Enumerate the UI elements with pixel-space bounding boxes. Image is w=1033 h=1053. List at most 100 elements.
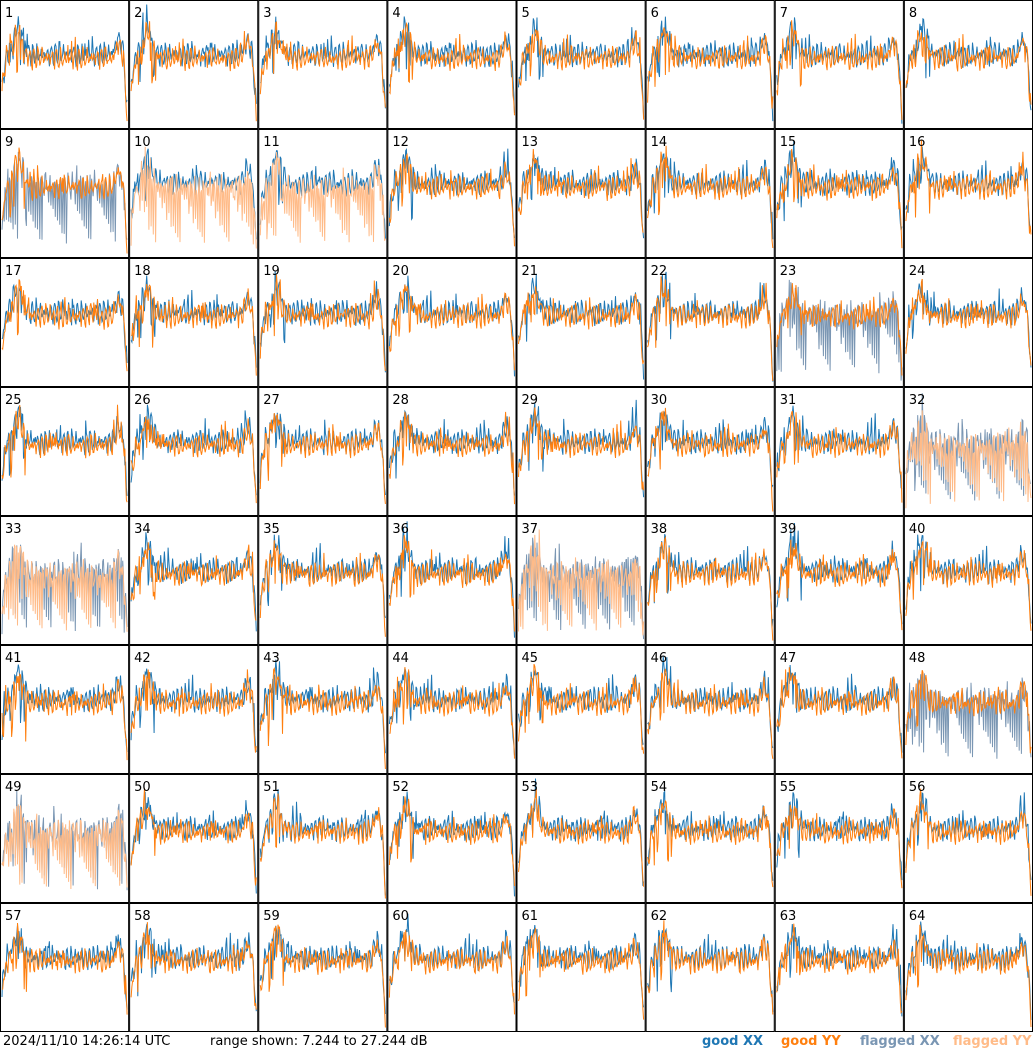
series-yy-line xyxy=(647,407,774,512)
panel-frame xyxy=(774,0,904,129)
series-yy-line xyxy=(647,799,774,888)
series-yy-line xyxy=(1,922,128,1015)
series-yy-line xyxy=(259,152,386,243)
panel-3: 3 xyxy=(258,0,388,129)
series-yy-line xyxy=(388,535,515,632)
panel-25: 25 xyxy=(0,387,130,516)
panel-number-label: 57 xyxy=(5,909,22,924)
panel-5: 5 xyxy=(516,0,646,129)
series-yy-line xyxy=(518,789,645,887)
panel-number-label: 27 xyxy=(263,393,280,408)
panel-frame xyxy=(903,903,1033,1032)
series-yy-line xyxy=(905,788,1032,896)
series-yy-line xyxy=(130,542,257,621)
series-yy-line xyxy=(776,149,903,249)
panel-number-label: 2 xyxy=(134,6,142,21)
panel-40: 40 xyxy=(903,516,1033,645)
panel-number-label: 30 xyxy=(651,393,668,408)
panel-53: 53 xyxy=(516,774,646,903)
panel-number-label: 5 xyxy=(522,6,530,21)
series-yy-line xyxy=(776,283,903,376)
panel-number-label: 45 xyxy=(522,651,539,666)
series-xx-line xyxy=(518,778,645,886)
panel-number-label: 23 xyxy=(780,264,797,279)
series-yy-line xyxy=(776,539,903,631)
panel-56: 56 xyxy=(903,774,1033,903)
series-xx-line xyxy=(647,927,774,1013)
series-yy-line xyxy=(518,148,644,233)
panel-number-label: 40 xyxy=(909,522,926,537)
panel-number-label: 1 xyxy=(5,6,13,21)
series-yy-line xyxy=(1,544,128,632)
panel-frame xyxy=(258,387,388,516)
panel-frame xyxy=(387,0,517,129)
series-yy-line xyxy=(647,276,774,381)
panel-number-label: 51 xyxy=(263,780,280,795)
series-yy-line xyxy=(259,540,386,637)
series-yy-line xyxy=(388,930,515,1015)
legend-flagged-xx: flagged XX xyxy=(860,1034,940,1049)
panel-41: 41 xyxy=(0,645,130,774)
panel-number-label: 37 xyxy=(522,522,539,537)
series-yy-line xyxy=(776,923,903,1014)
panel-23: 23 xyxy=(774,258,904,387)
panel-1: 1 xyxy=(0,0,130,129)
series-yy-line xyxy=(130,669,257,753)
panel-frame xyxy=(0,387,130,516)
series-yy-line xyxy=(388,21,515,116)
series-yy-line xyxy=(518,529,645,636)
panel-10: 10 xyxy=(129,129,259,258)
panel-frame xyxy=(516,0,646,129)
panel-26: 26 xyxy=(129,387,259,516)
panel-47: 47 xyxy=(774,645,904,774)
series-yy-line xyxy=(1,147,128,254)
panel-number-label: 26 xyxy=(134,393,151,408)
panel-number-label: 36 xyxy=(392,522,409,537)
panel-number-label: 62 xyxy=(651,909,668,924)
panel-60: 60 xyxy=(387,903,517,1032)
series-yy-line xyxy=(130,284,257,376)
series-xx-line xyxy=(905,279,1032,368)
panel-44: 44 xyxy=(387,645,517,774)
series-yy-line xyxy=(389,667,515,759)
panel-number-label: 64 xyxy=(909,909,926,924)
series-xx-line xyxy=(905,791,1032,880)
series-yy-line xyxy=(647,145,774,249)
panel-frame xyxy=(258,516,388,645)
panel-62: 62 xyxy=(645,903,775,1032)
panel-27: 27 xyxy=(258,387,388,516)
series-yy-line xyxy=(259,793,386,899)
range-label: range shown: 7.244 to 27.244 dB xyxy=(210,1034,428,1049)
series-yy-line xyxy=(1,24,128,122)
panel-number-label: 41 xyxy=(5,651,22,666)
series-yy-line xyxy=(130,788,257,886)
panel-number-label: 49 xyxy=(5,780,22,795)
legend-flagged-yy: flagged YY xyxy=(953,1034,1032,1049)
series-xx-line xyxy=(647,789,774,881)
panel-49: 49 xyxy=(0,774,130,903)
series-yy-line xyxy=(647,27,774,109)
series-yy-line xyxy=(130,146,257,249)
panel-number-label: 32 xyxy=(909,393,926,408)
series-yy-line xyxy=(776,804,903,889)
series-xx-line xyxy=(388,148,515,239)
panel-number-label: 10 xyxy=(134,135,151,150)
panel-number-label: 21 xyxy=(522,264,539,279)
panel-52: 52 xyxy=(387,774,517,903)
panel-64: 64 xyxy=(903,903,1033,1032)
series-yy-line xyxy=(518,928,645,1020)
series-yy-line xyxy=(518,29,645,120)
panel-number-label: 38 xyxy=(651,522,668,537)
panel-42: 42 xyxy=(129,645,259,774)
panel-8: 8 xyxy=(903,0,1033,129)
panel-50: 50 xyxy=(129,774,259,903)
series-yy-line xyxy=(1,672,128,761)
panel-number-label: 43 xyxy=(263,651,280,666)
series-yy-line xyxy=(647,535,774,641)
series-yy-line xyxy=(388,152,515,247)
panel-58: 58 xyxy=(129,903,259,1032)
panel-number-label: 24 xyxy=(909,264,926,279)
legend-good-yy: good YY xyxy=(781,1034,841,1049)
panel-14: 14 xyxy=(645,129,775,258)
